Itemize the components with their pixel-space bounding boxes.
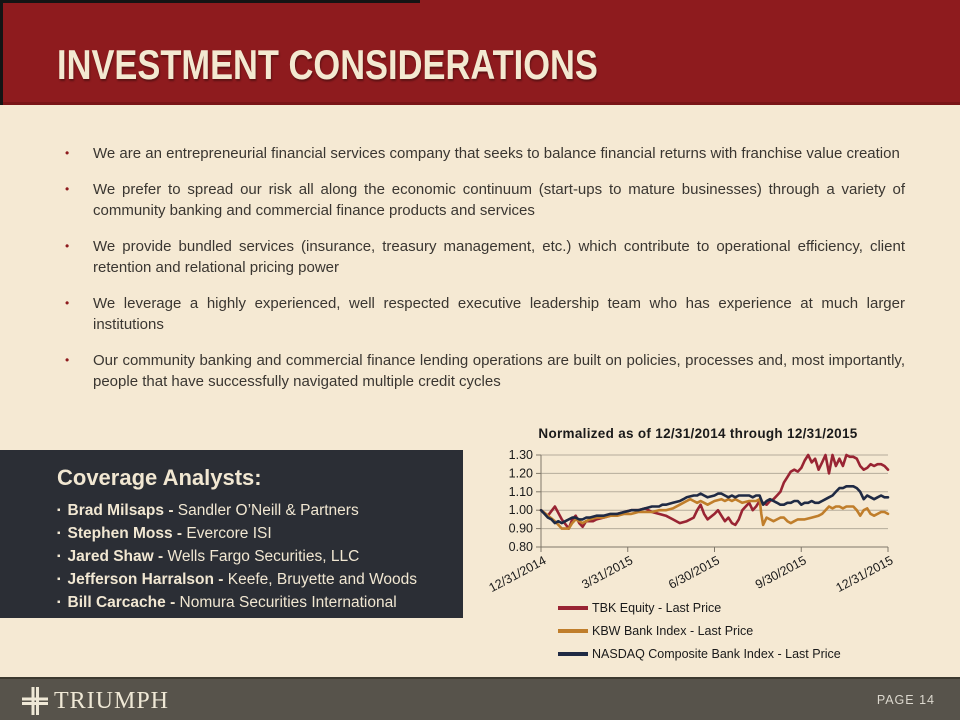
series-line: [539, 484, 890, 525]
chart-title: Normalized as of 12/31/2014 through 12/3…: [538, 426, 858, 441]
square-bullet-marker: ▪: [57, 505, 61, 516]
series-line: [539, 497, 890, 530]
bullet-marker: •: [65, 182, 70, 196]
bullet-item: • We are an entrepreneurial financial ser…: [62, 143, 905, 164]
bullet-marker: •: [65, 146, 70, 160]
bullet-marker: •: [65, 296, 70, 310]
bullet-text: We prefer to spread our risk all along t…: [93, 181, 905, 219]
x-tick-label: 6/30/2015: [666, 553, 722, 591]
x-tick-label: 3/31/2015: [579, 553, 635, 591]
bullet-text: Our community banking and commercial fin…: [93, 352, 905, 390]
analyst-item: ▪ Bill Carcache - Nomura Securities Inter…: [57, 591, 445, 614]
analyst-name: Brad Milsaps -: [67, 502, 178, 519]
y-tick-label: 0.80: [509, 540, 533, 554]
coverage-heading: Coverage Analysts:: [57, 465, 262, 490]
analyst-name: Bill Carcache -: [67, 594, 180, 611]
bullet-marker: •: [65, 353, 70, 367]
analyst-name: Jefferson Harralson -: [67, 571, 228, 588]
y-tick-label: 1.00: [509, 503, 533, 517]
analyst-name: Stephen Moss -: [67, 525, 187, 542]
square-bullet-marker: ▪: [57, 597, 61, 608]
bullet-item: • Our community banking and commercial fi…: [62, 350, 905, 392]
page-title: INVESTMENT CONSIDERATIONS: [57, 41, 598, 88]
analyst-name: Jared Shaw -: [67, 548, 168, 565]
analyst-item: ▪ Jefferson Harralson - Keefe, Bruyette a…: [57, 568, 445, 591]
analyst-list: ▪ Brad Milsaps - Sandler O’Neill & Partne…: [57, 499, 445, 614]
legend-label: KBW Bank Index - Last Price: [592, 624, 753, 638]
analyst-item: ▪ Brad Milsaps - Sandler O’Neill & Partne…: [57, 499, 445, 522]
x-tick-label: 9/30/2015: [753, 553, 809, 591]
legend-label: TBK Equity - Last Price: [592, 601, 721, 615]
triumph-logo: TRIUMPH: [22, 687, 169, 715]
top-edge-line: [0, 0, 420, 3]
square-bullet-marker: ▪: [57, 551, 61, 562]
y-tick-label: 0.90: [509, 522, 533, 536]
page-number: PAGE 14: [876, 693, 935, 707]
analyst-firm: Evercore ISI: [186, 525, 272, 542]
bullet-text: We are an entrepreneurial financial serv…: [93, 145, 900, 162]
footer-bar: TRIUMPH PAGE 14: [0, 677, 960, 720]
analyst-item: ▪ Stephen Moss - Evercore ISI: [57, 522, 445, 545]
y-tick-label: 1.20: [509, 466, 533, 480]
analyst-item: ▪ Jared Shaw - Wells Fargo Securities, LL…: [57, 545, 445, 568]
left-edge-line: [0, 0, 3, 105]
bullet-item: • We leverage a highly experienced, well …: [62, 293, 905, 335]
header-band: [0, 0, 960, 105]
analyst-firm: Keefe, Bruyette and Woods: [227, 571, 418, 588]
coverage-analysts-box: Coverage Analysts: ▪ Brad Milsaps - Sandl…: [0, 450, 463, 618]
bullet-list: • We are an entrepreneurial financial ser…: [62, 143, 905, 407]
bullet-marker: •: [65, 239, 70, 253]
bullet-item: • We prefer to spread our risk all along …: [62, 179, 905, 221]
y-tick-label: 1.30: [509, 448, 533, 462]
x-tick-label: 12/31/2015: [834, 553, 896, 595]
x-tick-label: 12/31/2014: [487, 553, 549, 595]
square-bullet-marker: ▪: [57, 574, 61, 585]
brand-name: TRIUMPH: [54, 687, 170, 714]
analyst-firm: Wells Fargo Securities, LLC: [167, 548, 360, 565]
cross-logo-icon: [22, 687, 48, 715]
y-tick-label: 1.10: [509, 485, 533, 499]
bullet-text: We leverage a highly experienced, well r…: [93, 295, 905, 333]
analyst-firm: Nomura Securities International: [179, 594, 397, 611]
square-bullet-marker: ▪: [57, 528, 61, 539]
legend-label: NASDAQ Composite Bank Index - Last Price: [592, 647, 841, 661]
bullet-text: We provide bundled services (insurance, …: [93, 238, 905, 276]
bullet-item: • We provide bundled services (insurance,…: [62, 236, 905, 278]
analyst-firm: Sandler O’Neill & Partners: [177, 502, 359, 519]
